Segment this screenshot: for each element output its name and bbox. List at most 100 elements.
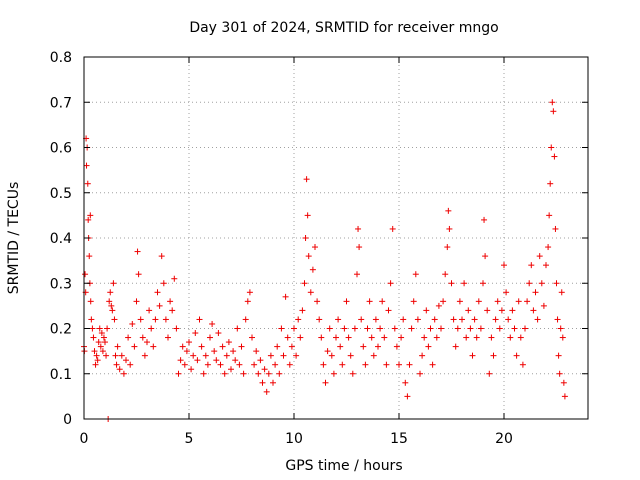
data-point	[375, 343, 381, 350]
data-point	[104, 325, 111, 332]
data-point	[356, 244, 363, 251]
data-point	[230, 348, 237, 355]
data-point	[549, 99, 556, 106]
data-point	[219, 343, 226, 350]
data-point	[337, 343, 344, 350]
data-point	[526, 280, 533, 287]
data-point	[297, 334, 304, 341]
data-point	[548, 144, 555, 151]
data-point	[358, 316, 365, 323]
data-point	[82, 271, 89, 278]
data-point	[98, 330, 105, 337]
data-point	[326, 325, 333, 332]
data-point	[114, 343, 121, 350]
data-point	[282, 293, 289, 300]
data-point	[538, 280, 545, 287]
data-point	[202, 352, 209, 359]
data-point	[511, 325, 518, 332]
x-tick-label: 0	[80, 431, 89, 447]
data-point	[522, 325, 528, 332]
data-point	[429, 361, 436, 368]
data-point	[97, 343, 104, 350]
data-point	[173, 325, 180, 332]
data-point	[501, 262, 507, 269]
data-point	[400, 316, 407, 323]
data-point	[322, 379, 329, 386]
data-point	[276, 370, 283, 377]
data-point	[536, 253, 543, 260]
x-tick-label: 15	[390, 431, 408, 447]
data-point	[86, 253, 93, 260]
data-point	[302, 235, 309, 241]
data-point	[102, 339, 108, 346]
y-tick-label: 0.7	[50, 95, 72, 111]
data-point	[85, 216, 92, 223]
data-point	[107, 289, 114, 296]
data-point	[482, 253, 489, 260]
data-point	[381, 334, 388, 341]
data-point	[423, 307, 430, 314]
data-point	[286, 361, 293, 368]
data-point	[393, 343, 400, 350]
x-tick-label: 10	[285, 431, 303, 447]
x-tick-label: 5	[185, 431, 194, 447]
data-point	[513, 352, 520, 359]
data-point	[93, 352, 100, 359]
data-point	[389, 225, 396, 232]
data-point	[111, 316, 118, 323]
data-point	[417, 370, 423, 377]
data-point	[255, 370, 262, 377]
data-point	[354, 271, 360, 278]
data-point	[553, 280, 560, 287]
data-point	[425, 343, 432, 350]
data-point	[274, 343, 281, 350]
data-point	[181, 361, 188, 368]
data-point	[211, 348, 218, 355]
data-point	[103, 352, 110, 359]
data-point	[328, 352, 335, 359]
data-point	[99, 348, 106, 355]
data-point	[559, 334, 566, 341]
data-point	[223, 352, 230, 359]
y-axis-label: SRMTID / TECUs	[6, 182, 22, 295]
data-point	[118, 352, 125, 359]
data-point	[238, 343, 245, 350]
data-point	[454, 325, 461, 332]
data-point	[343, 298, 350, 305]
data-point	[303, 176, 310, 183]
axis-ticks: 0 0.1 0.2 0.3 0.4 0.5 0.6 0.7 0.8 0 5 10 15 20	[50, 50, 588, 447]
data-point	[314, 298, 321, 305]
data-point	[135, 271, 142, 278]
data-point	[209, 320, 216, 327]
y-tick-label: 0.5	[50, 186, 72, 202]
data-point	[318, 334, 325, 341]
data-point	[444, 244, 451, 251]
data-point	[320, 361, 327, 368]
data-point	[505, 316, 512, 323]
data-point	[404, 393, 411, 400]
data-point	[244, 298, 251, 305]
data-point	[221, 370, 228, 377]
data-point	[242, 316, 249, 323]
data-point	[442, 271, 449, 278]
data-point	[89, 325, 96, 332]
data-point	[125, 334, 132, 341]
data-point	[183, 348, 190, 355]
data-point	[471, 316, 478, 323]
data-point	[141, 352, 148, 359]
data-point	[349, 370, 356, 377]
data-point	[113, 361, 120, 368]
data-point	[90, 334, 97, 341]
data-point	[551, 153, 558, 160]
data-point	[94, 357, 101, 364]
data-point	[83, 162, 90, 169]
data-point	[379, 298, 386, 305]
data-point	[459, 316, 465, 323]
data-point	[217, 361, 224, 368]
data-point	[280, 352, 287, 359]
data-point	[456, 298, 463, 305]
data-point	[410, 298, 417, 305]
data-point	[87, 298, 94, 305]
data-point	[554, 316, 561, 323]
